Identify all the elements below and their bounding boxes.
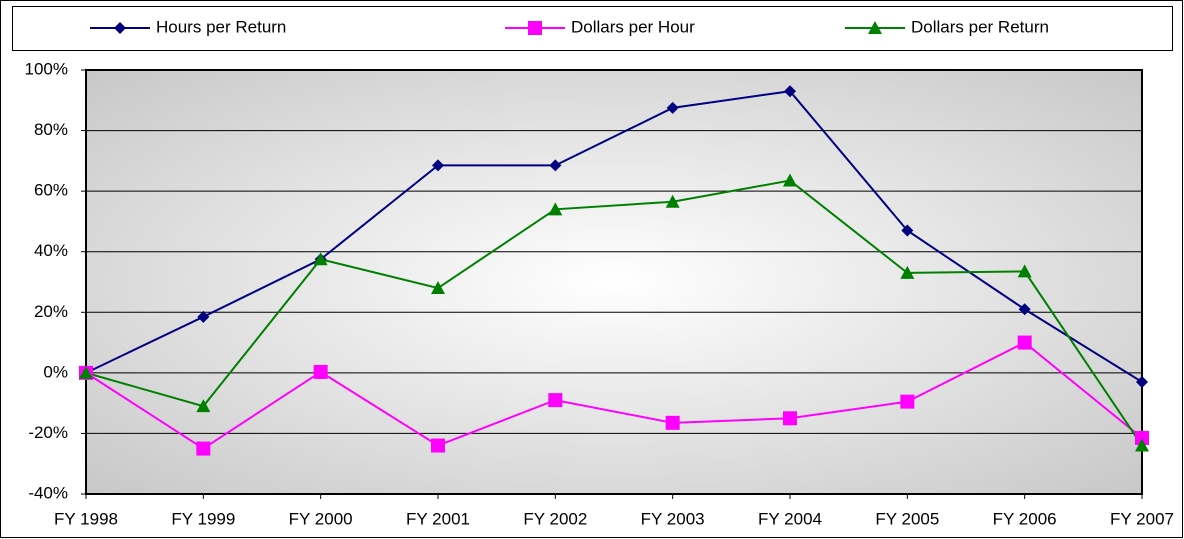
y-tick-label: 0% [43, 362, 68, 381]
y-tick-label: 80% [34, 120, 68, 139]
x-tick-label: FY 2002 [523, 509, 587, 528]
x-tick-label: FY 1999 [171, 509, 235, 528]
x-tick-label: FY 2001 [406, 509, 470, 528]
data-point [197, 310, 210, 323]
x-tick-label: FY 2004 [758, 509, 822, 528]
y-tick-label: 100% [25, 59, 68, 78]
x-tick-label: FY 2007 [1110, 509, 1174, 528]
data-point [900, 265, 915, 279]
data-point [783, 173, 797, 187]
x-tick-label: FY 2005 [875, 509, 939, 528]
data-point [196, 399, 211, 413]
x-tick-label: FY 1998 [54, 509, 118, 528]
legend-marker [868, 21, 882, 34]
data-point [196, 441, 211, 456]
data-point [431, 438, 445, 453]
series-line [85, 90, 1143, 383]
y-tick-label: 60% [34, 181, 68, 200]
y-tick-label: 40% [34, 241, 68, 260]
x-tick-label: FY 2006 [993, 509, 1057, 528]
legend-label: Dollars per Hour [571, 17, 695, 36]
series-line [85, 341, 1143, 450]
data-point [665, 415, 680, 430]
data-point [1017, 335, 1032, 350]
y-tick-label: 20% [34, 302, 68, 321]
legend-label: Hours per Return [156, 17, 286, 36]
series-line [85, 179, 1143, 447]
y-tick-label: -40% [28, 483, 68, 502]
legend-marker [114, 22, 126, 34]
data-point [1135, 430, 1149, 445]
legend-marker [528, 21, 542, 35]
data-point [1018, 303, 1031, 316]
data-point [549, 159, 562, 172]
legend-label: Dollars per Return [911, 17, 1049, 36]
data-point [79, 365, 93, 379]
data-point [1017, 264, 1032, 278]
data-point [548, 393, 563, 408]
data-point [1136, 375, 1148, 388]
data-point [665, 194, 680, 208]
data-point [901, 224, 914, 237]
legend-box [12, 6, 1173, 51]
data-point [784, 85, 796, 98]
y-tick-label: -20% [28, 423, 68, 442]
data-point [783, 411, 797, 426]
data-point [900, 394, 915, 409]
data-point [548, 202, 563, 216]
data-point [313, 364, 328, 379]
plot-area [86, 70, 1142, 494]
data-point [432, 159, 444, 172]
x-tick-label: FY 2000 [289, 509, 353, 528]
data-point [666, 101, 679, 114]
x-tick-label: FY 2003 [641, 509, 705, 528]
data-point [1135, 438, 1149, 452]
plot-border [85, 69, 1143, 495]
data-point [431, 281, 445, 295]
data-point [313, 252, 328, 266]
